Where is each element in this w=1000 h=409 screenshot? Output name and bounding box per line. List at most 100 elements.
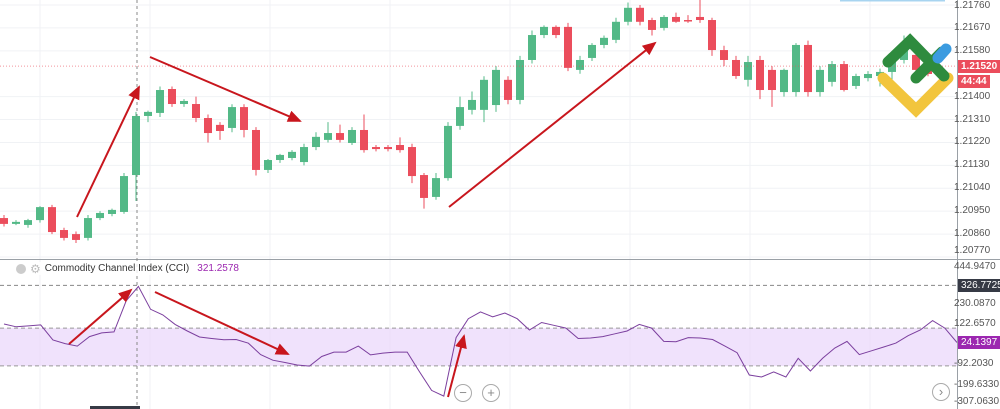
trend-arrow [154,291,290,355]
price-axis-label: 1.20950 [954,205,991,217]
candle-up [816,69,824,93]
candle-up [120,176,128,212]
indicator-legend[interactable]: ⚙ Commodity Channel Index (CCI) 321.2578 [12,262,243,275]
candle-up [108,209,116,214]
candle-down [72,234,80,240]
brand-logo [877,33,954,118]
current-price-tag: 1.21520 [958,60,1000,73]
indicator-name: Commodity Channel Index (CCI) [44,263,190,274]
price-axis-label: 1.20860 [954,228,991,240]
hide-indicator-icon[interactable] [16,263,26,274]
cci-axis-label: -199.6330 [954,378,1000,390]
candle-up [900,50,908,60]
candle-up [312,136,320,148]
cci-band [0,328,957,366]
candle-up [828,64,836,82]
indicator-value: 321.2578 [197,263,239,274]
candle-down [360,129,368,151]
candle-down [216,124,224,131]
candle-up [480,79,488,110]
candle-up [792,44,800,93]
price-axis-label: 1.20770 [954,245,991,256]
price-axis-label: 1.21400 [954,90,991,102]
candle-down [384,147,392,150]
zoom-out-button[interactable]: − [454,384,472,402]
candle-down [336,133,344,140]
candle-up [12,221,20,224]
candle-down [240,107,248,130]
candle-up [180,100,188,105]
price-axis-label: 1.21220 [954,136,991,148]
cci-line [3,285,958,397]
candle-down [396,145,404,151]
crosshair-value-tag: 326.7725 [958,279,1000,292]
trend-arrow [149,56,302,122]
cci-axis-label: -307.0630 [954,396,1000,407]
candle-up [624,7,632,22]
price-axis-label: 1.21670 [954,21,991,33]
candle-down [60,230,68,238]
cci-last-value-tag: 24.1397 [958,336,1000,349]
candle-up [324,133,332,140]
candle-down [192,104,200,119]
candle-up [852,76,860,86]
candle-up [228,107,236,128]
candle-up [84,218,92,238]
candle-down [720,50,728,60]
candle-down [0,218,8,224]
candle-up [516,59,524,100]
candle-up [744,62,752,80]
candle-up [288,151,296,158]
candle-down [564,26,572,68]
candle-up [456,107,464,126]
candle-down [372,147,380,150]
candle-up [300,147,308,163]
candle-up [540,26,548,36]
candle-down [756,59,764,91]
candle-down [696,16,704,21]
candle-up [144,111,152,116]
candle-down [636,7,644,22]
candle-down [204,118,212,134]
zoom-in-button[interactable]: + [482,384,500,402]
cci-axis-label: -92.2030 [954,358,994,370]
candle-down [408,147,416,177]
candle-down [732,59,740,77]
candle-up [492,69,500,106]
candle-up [588,44,596,58]
candle-up [576,59,584,70]
trend-arrow [68,288,133,345]
candle-up [264,160,272,170]
candle-up [348,129,356,143]
candle-up [24,220,32,225]
candle-down [912,54,920,70]
price-axis-label: 1.21310 [954,113,991,125]
candle-down [252,129,260,170]
trend-arrow [447,334,467,398]
candle-up [864,73,872,79]
price-axis-label: 1.21130 [954,159,990,171]
candle-down [768,69,776,91]
candle-down [552,26,560,36]
candle-up [600,37,608,45]
cci-axis-label: 444.9470 [954,261,996,272]
candle-down [420,175,428,198]
candle-up [612,21,620,40]
candle-up [468,99,476,110]
candle-down [708,20,716,51]
crosshair-time-tag [90,406,140,409]
price-axis-label: 1.21040 [954,182,991,194]
candle-down [504,79,512,100]
candle-up [276,154,284,161]
candle-down [168,89,176,105]
candle-up [660,16,668,28]
scroll-right-button[interactable]: › [932,383,950,401]
trend-arrow [448,41,657,208]
price-axis-label: 1.21580 [954,44,991,56]
cci-axis-label: 230.0870 [954,297,996,309]
price-axis-label: 1.21760 [954,0,991,11]
cci-axis-label: 122.6570 [954,317,996,329]
gear-icon[interactable]: ⚙ [30,261,41,276]
trend-arrow [76,85,140,218]
